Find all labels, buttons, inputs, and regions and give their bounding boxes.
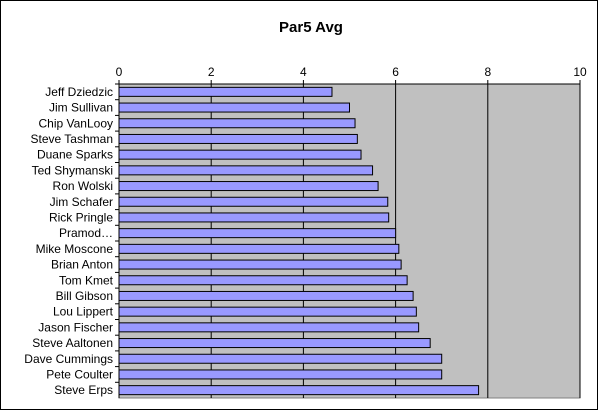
x-tick-label: 8 bbox=[484, 65, 491, 79]
bar bbox=[118, 212, 390, 223]
category-label: Tom Kmet bbox=[59, 273, 114, 287]
bar bbox=[118, 133, 358, 144]
category-label: Jim Schafer bbox=[50, 195, 113, 209]
category-label: Jim Sullivan bbox=[49, 101, 113, 115]
category-label: Lou Lippert bbox=[53, 305, 114, 319]
bar bbox=[118, 259, 402, 270]
bar bbox=[118, 149, 362, 160]
bar bbox=[118, 290, 414, 301]
chart-title: Par5 Avg bbox=[279, 19, 343, 36]
plot-area bbox=[118, 83, 581, 399]
category-label: Jeff Dziedzic bbox=[45, 85, 113, 99]
bar bbox=[118, 322, 420, 333]
bar bbox=[118, 228, 397, 239]
x-tick-label: 6 bbox=[392, 65, 399, 79]
category-label: Steve Aaltonen bbox=[32, 336, 113, 350]
category-label: Chip VanLooy bbox=[39, 116, 114, 130]
x-tick-label: 10 bbox=[573, 65, 587, 79]
x-tick-label: 2 bbox=[208, 65, 215, 79]
category-label: Brian Anton bbox=[51, 258, 113, 272]
category-label: Mike Moscone bbox=[36, 242, 114, 256]
bar bbox=[118, 338, 431, 349]
bar bbox=[118, 385, 480, 396]
category-label: Ron Wolski bbox=[53, 179, 113, 193]
category-label: Ted Shymanski bbox=[32, 163, 113, 177]
category-label: Pramod… bbox=[59, 226, 113, 240]
bar bbox=[118, 86, 333, 97]
category-label: Steve Tashman bbox=[31, 132, 114, 146]
bar bbox=[118, 165, 374, 176]
bar bbox=[118, 196, 389, 207]
bar bbox=[118, 181, 379, 192]
x-axis-ticks: 0 2 4 6 8 10 bbox=[116, 65, 587, 85]
category-label: Duane Sparks bbox=[37, 148, 113, 162]
category-label: Steve Erps bbox=[54, 383, 113, 397]
bar bbox=[118, 118, 356, 129]
bar bbox=[118, 306, 417, 317]
x-tick-label: 0 bbox=[116, 65, 123, 79]
bar bbox=[118, 102, 350, 113]
category-label: Dave Cummings bbox=[24, 352, 113, 366]
bar bbox=[118, 353, 443, 364]
bar bbox=[118, 275, 408, 286]
category-label: Pete Coulter bbox=[46, 367, 113, 381]
bar bbox=[118, 369, 443, 380]
x-tick-label: 4 bbox=[300, 65, 307, 79]
category-label: Rick Pringle bbox=[49, 210, 113, 224]
category-label: Jason Fischer bbox=[38, 320, 113, 334]
category-label: Bill Gibson bbox=[56, 289, 113, 303]
bar bbox=[118, 243, 400, 254]
